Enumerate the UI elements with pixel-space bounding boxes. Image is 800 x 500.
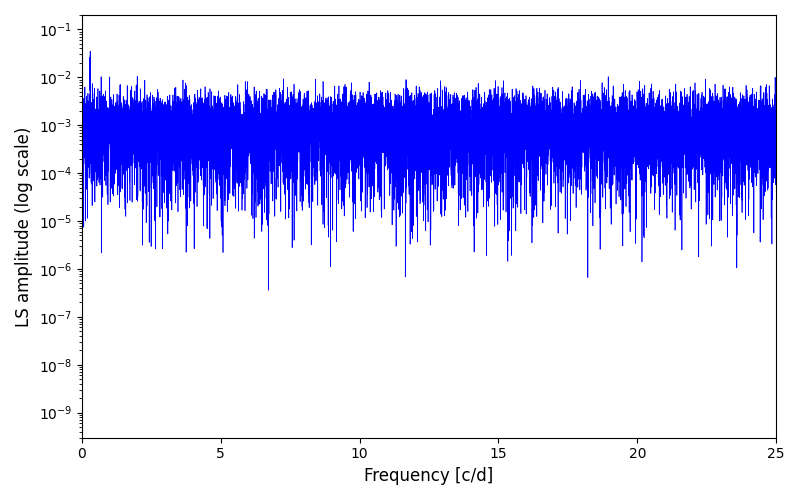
X-axis label: Frequency [c/d]: Frequency [c/d] xyxy=(364,467,494,485)
Y-axis label: LS amplitude (log scale): LS amplitude (log scale) xyxy=(15,126,33,326)
